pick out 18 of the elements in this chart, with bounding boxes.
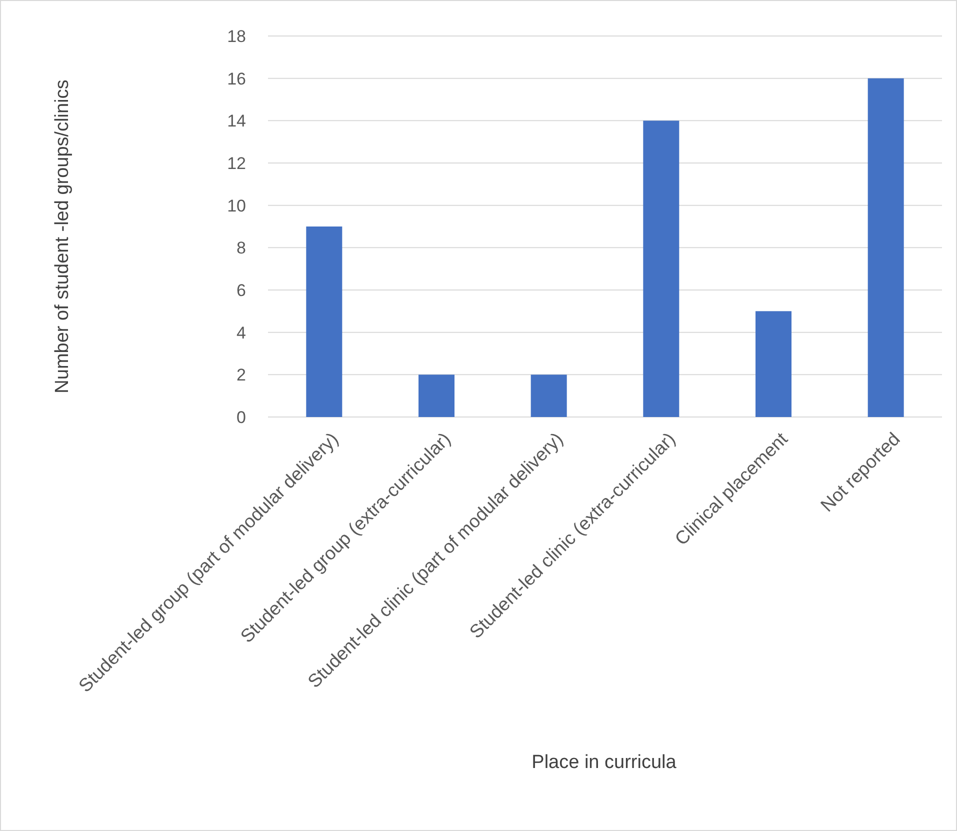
bar bbox=[643, 120, 680, 417]
y-tick-label: 18 bbox=[227, 26, 246, 46]
y-tick-label: 16 bbox=[227, 69, 246, 88]
bar bbox=[418, 374, 454, 417]
y-axis-title: Number of student -led groups/clinics bbox=[52, 80, 73, 394]
bar bbox=[306, 226, 342, 417]
bar bbox=[756, 311, 792, 417]
y-tick-label: 8 bbox=[236, 238, 246, 258]
y-tick-label: 12 bbox=[227, 154, 246, 173]
y-tick-label: 0 bbox=[236, 408, 246, 427]
y-tick-label: 14 bbox=[227, 112, 246, 131]
y-tick-label: 2 bbox=[236, 366, 246, 385]
y-tick-label: 6 bbox=[236, 280, 246, 300]
x-axis-title: Place in curricula bbox=[532, 752, 677, 773]
y-tick-label: 4 bbox=[236, 323, 246, 342]
bar bbox=[530, 374, 567, 417]
y-tick-label: 10 bbox=[227, 196, 246, 216]
bar bbox=[868, 78, 904, 417]
